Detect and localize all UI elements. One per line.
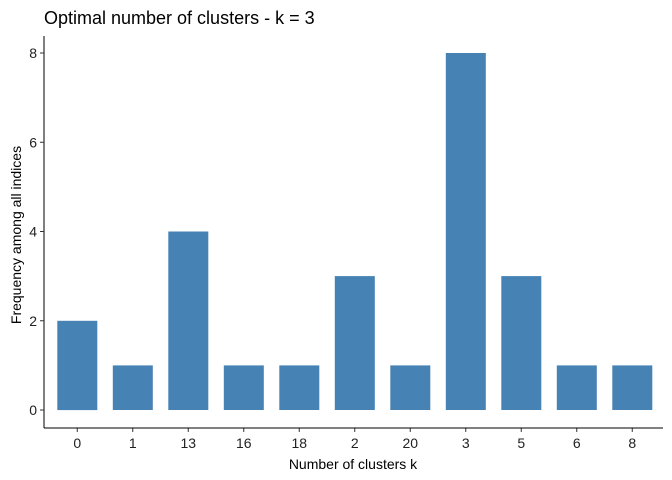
bar-16 (223, 365, 264, 410)
chart-title: Optimal number of clusters - k = 3 (44, 8, 315, 28)
x-tick-label: 3 (462, 435, 470, 451)
x-tick-label: 1 (129, 435, 137, 451)
bar-5 (501, 276, 542, 410)
y-tick-label: 4 (29, 224, 37, 240)
x-axis-label: Number of clusters k (289, 456, 418, 472)
x-tick-label: 13 (180, 435, 196, 451)
x-tick-label: 8 (628, 435, 636, 451)
bar-6 (556, 365, 597, 410)
x-tick-label: 16 (236, 435, 252, 451)
x-tick-label: 18 (291, 435, 307, 451)
x-tick-label: 2 (351, 435, 359, 451)
y-tick-label: 6 (29, 134, 37, 150)
bar-0 (57, 320, 98, 411)
y-axis-label: Frequency among all indices (8, 146, 24, 324)
x-tick-label: 5 (517, 435, 525, 451)
bar-18 (279, 365, 320, 410)
x-axis: 0 1 13 16 18 2 20 3 5 6 8 (44, 427, 663, 451)
y-axis: 0 2 4 6 8 (29, 36, 45, 428)
bars-group (57, 53, 653, 411)
bar-1 (112, 365, 153, 410)
x-tick-label: 0 (73, 435, 81, 451)
x-tick-label: 20 (402, 435, 418, 451)
x-tick-label: 6 (573, 435, 581, 451)
y-tick-label: 8 (29, 45, 37, 61)
bar-13 (168, 231, 209, 410)
bar-20 (390, 365, 431, 410)
y-tick-label: 2 (29, 313, 37, 329)
bar-3 (445, 53, 486, 410)
bar-2 (334, 276, 375, 410)
y-tick-label: 0 (29, 402, 37, 418)
bar-8 (612, 365, 653, 410)
